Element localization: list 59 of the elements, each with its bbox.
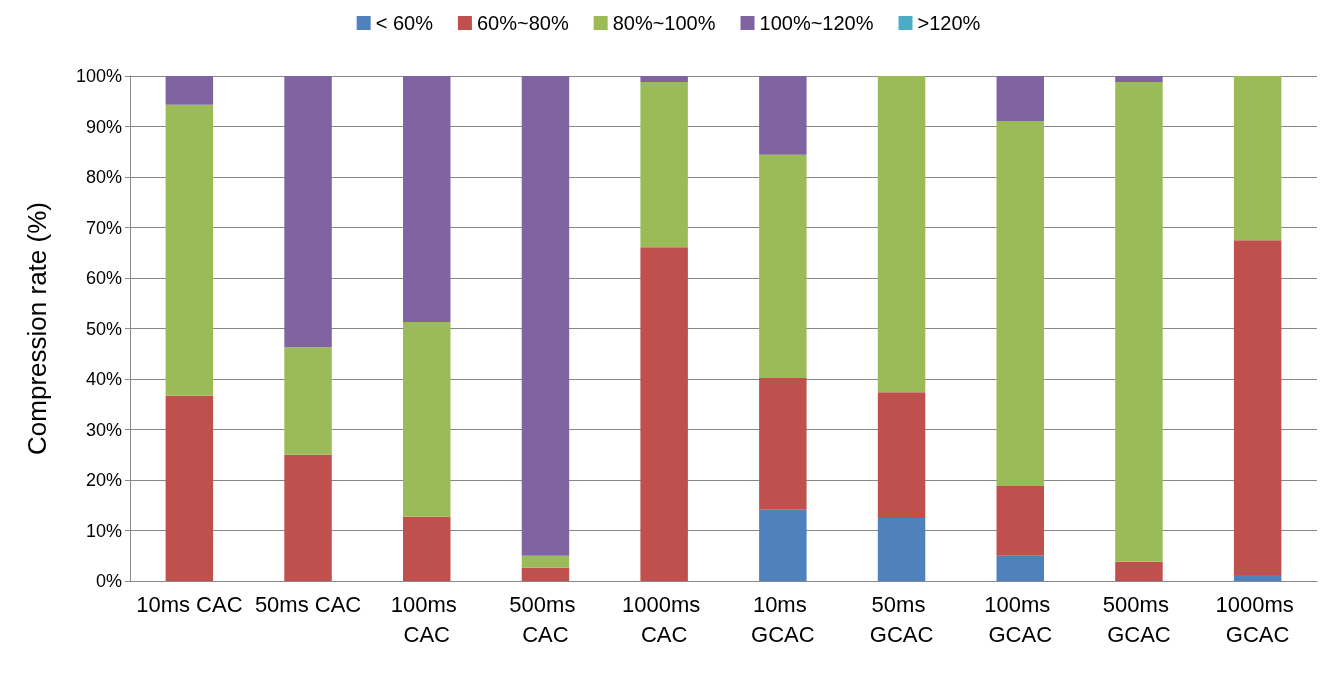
x-tick-label: 100ms GCAC: [984, 591, 1057, 647]
bar: [640, 247, 688, 581]
y-tick-label: 40%: [85, 369, 122, 389]
bar: [403, 321, 451, 517]
bar: [521, 555, 570, 568]
bar: [1115, 82, 1163, 562]
bar: [521, 76, 570, 556]
x-tick-label: 1000ms CAC: [621, 591, 707, 647]
bar: [640, 76, 688, 83]
bar: [1233, 76, 1282, 241]
y-tick-label: 90%: [85, 116, 122, 137]
x-tick-label: 10ms CAC: [136, 591, 243, 617]
bar: [877, 392, 926, 518]
y-tick-label: 70%: [85, 217, 122, 238]
y-tick-label: 10%: [85, 520, 122, 541]
legend-label: 80%~100%: [612, 12, 716, 34]
x-tick-label: 500ms GCAC: [1102, 591, 1176, 647]
bar: [877, 76, 926, 393]
y-tick-label: 0%: [95, 571, 122, 591]
bar: [165, 395, 214, 581]
legend-label: >120%: [917, 12, 981, 34]
bar: [996, 120, 1044, 487]
bar: [877, 517, 926, 581]
bar: [1115, 76, 1163, 83]
bar: [1233, 240, 1282, 575]
x-tick-label: 500ms CAC: [509, 591, 582, 647]
legend-label: 60%~80%: [476, 12, 569, 34]
x-tick-label: 50ms GCAC: [869, 591, 934, 647]
bar: [165, 76, 214, 105]
bar: [640, 82, 688, 248]
bar: [403, 76, 451, 322]
y-tick-label: 30%: [85, 419, 122, 440]
x-tick-label: 50ms CAC: [254, 591, 362, 617]
legend-label: 100%~120%: [759, 12, 874, 34]
bar: [759, 509, 807, 581]
y-tick-label: 60%: [85, 268, 122, 288]
bar: [996, 486, 1044, 556]
x-tick-label: 10ms GCAC: [751, 591, 815, 647]
y-tick-label: 20%: [85, 470, 122, 490]
x-tick-label: 1000ms GCAC: [1215, 591, 1300, 647]
y-axis-title: Compression rate (%): [22, 202, 52, 455]
bar: [759, 76, 807, 155]
y-tick-label: 100%: [75, 66, 122, 86]
bar: [284, 76, 332, 348]
y-tick-label: 80%: [85, 167, 122, 187]
bar: [284, 454, 332, 581]
x-tick-label: 100ms CAC: [390, 591, 463, 647]
y-tick-label: 50%: [85, 318, 122, 339]
bar: [996, 555, 1044, 581]
bar: [165, 104, 214, 396]
bar: [1115, 561, 1163, 581]
bar: [1233, 574, 1282, 581]
bar: [284, 347, 332, 455]
bar: [403, 516, 451, 581]
bar: [759, 154, 807, 378]
bar: [759, 377, 807, 510]
bar: [521, 567, 570, 581]
bar: [996, 76, 1044, 121]
legend-label: < 60%: [375, 12, 434, 34]
